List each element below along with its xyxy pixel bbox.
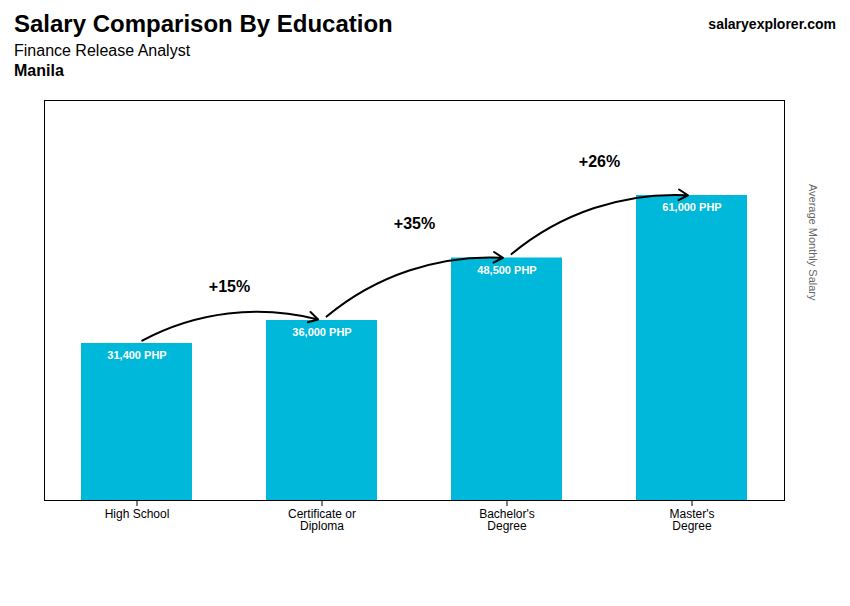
- svg-text:Master'sDegree: Master'sDegree: [670, 507, 715, 533]
- html-text:salaryexplorer.com: salaryexplorer.com: [708, 16, 836, 32]
- svg-text:+35%: +35%: [394, 215, 435, 232]
- svg-text:Bachelor'sDegree: Bachelor'sDegree: [479, 507, 535, 533]
- html-text:Salary Comparison By Education: Salary Comparison By Education: [14, 10, 393, 37]
- html-text:Manila: Manila: [14, 62, 64, 79]
- svg-text:31,400 PHP: 31,400 PHP: [107, 349, 166, 361]
- svg-text:Average Monthly Salary: Average Monthly Salary: [807, 184, 819, 301]
- svg-text:61,000 PHP: 61,000 PHP: [662, 201, 721, 213]
- html-text:Finance Release Analyst: Finance Release Analyst: [14, 42, 191, 59]
- svg-text:48,500 PHP: 48,500 PHP: [477, 264, 536, 276]
- svg-text:36,000 PHP: 36,000 PHP: [292, 326, 351, 338]
- svg-text:+26%: +26%: [579, 153, 620, 170]
- svg-text:Certificate orDiploma: Certificate orDiploma: [288, 507, 356, 533]
- svg-text:+15%: +15%: [209, 278, 250, 295]
- svg-text:High School: High School: [105, 507, 170, 521]
